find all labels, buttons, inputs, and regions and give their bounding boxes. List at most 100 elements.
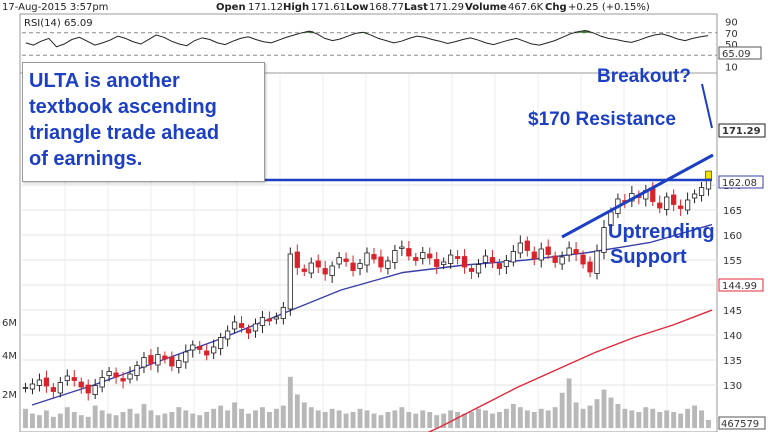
volume-bar xyxy=(85,416,91,428)
candle-body xyxy=(238,323,245,328)
header-low: 168.77 xyxy=(369,2,404,13)
volume-bar xyxy=(413,413,419,428)
candle-body xyxy=(496,263,503,269)
candle-body xyxy=(434,259,440,267)
price-tick-label: 165 xyxy=(723,206,742,217)
volume-tick-4m: 4M xyxy=(2,351,17,362)
candle-body xyxy=(552,255,558,263)
header-volume: 467.6K xyxy=(508,2,544,13)
candle-body xyxy=(566,247,572,256)
candle-body xyxy=(64,375,70,381)
candle-body xyxy=(85,384,91,394)
volume-bar xyxy=(23,408,28,428)
candle-body xyxy=(183,351,189,363)
header-chg-label: Chg xyxy=(545,2,567,13)
volume-bar xyxy=(636,412,642,428)
volume-bar xyxy=(266,412,272,428)
volume-bar xyxy=(559,392,565,428)
uptrend-annotation-line1: Uptrending xyxy=(608,221,715,243)
volume-bar xyxy=(190,413,196,428)
volume-bar xyxy=(629,410,635,428)
volume-bar xyxy=(566,378,572,428)
volume-bar xyxy=(120,412,126,428)
price-tick-label: 130 xyxy=(723,381,742,392)
volume-bar xyxy=(141,404,147,428)
volume-bar xyxy=(448,410,454,428)
volume-bar xyxy=(469,412,474,428)
candle-body xyxy=(399,246,405,249)
volume-bar xyxy=(127,408,133,428)
volume-bar xyxy=(253,410,258,428)
volume-bar xyxy=(385,412,391,428)
candle-body xyxy=(475,264,482,274)
volume-bar xyxy=(510,404,516,428)
volume-bar xyxy=(183,410,189,428)
candle-body xyxy=(413,257,419,261)
candle-body xyxy=(657,202,663,209)
header-high-label: High xyxy=(283,2,309,13)
candle-body xyxy=(594,250,600,274)
quote-header: 17-Aug-2015 3:57pm Open 171.12 High 171.… xyxy=(2,2,650,13)
candle-body xyxy=(231,321,238,330)
header-last-label: Last xyxy=(404,2,428,13)
last-price-label: 171.29 xyxy=(722,126,761,137)
volume-bar xyxy=(496,412,502,428)
volume-bar xyxy=(357,408,363,428)
candle-body xyxy=(691,193,698,199)
candle-body xyxy=(698,187,705,196)
volume-bar xyxy=(99,410,105,428)
candle-body xyxy=(378,256,384,268)
candle-body xyxy=(169,356,175,367)
volume-bar xyxy=(329,408,335,428)
annotation-callout-box: ULTA is another textbook ascending trian… xyxy=(22,62,265,182)
candle-body xyxy=(489,257,496,263)
breakout-annotation: Breakout? xyxy=(597,66,691,87)
candle-body xyxy=(580,254,586,265)
rsi-tick-label: 70 xyxy=(725,29,738,40)
support-trendline xyxy=(561,153,714,239)
candle-body xyxy=(36,379,43,386)
volume-bar xyxy=(378,415,384,428)
volume-bar xyxy=(162,413,168,428)
volume-bar xyxy=(315,410,321,428)
candle-body xyxy=(559,256,565,265)
volume-bar xyxy=(664,410,670,428)
volume-bar xyxy=(392,410,398,428)
price-candles xyxy=(22,170,712,401)
volume-bar xyxy=(420,410,426,428)
candle-body xyxy=(134,365,140,376)
volume-bar xyxy=(622,408,628,428)
volume-bar xyxy=(232,402,238,428)
candle-body xyxy=(71,377,77,381)
volume-bar xyxy=(294,394,300,428)
candle-body xyxy=(176,360,182,368)
header-chg: +0.25 (+0.15%) xyxy=(568,2,650,13)
candle-body xyxy=(357,263,363,269)
rsi-value-tag xyxy=(718,46,762,60)
candle-body xyxy=(99,377,105,388)
candle-body xyxy=(664,196,670,210)
candle-body xyxy=(441,261,447,265)
volume-bar xyxy=(503,408,509,428)
candle-body xyxy=(218,337,224,349)
header-low-label: Low xyxy=(346,2,368,13)
candle-body xyxy=(204,350,210,356)
candle-body xyxy=(43,377,50,387)
short-ma-label: 162.08 xyxy=(722,178,757,189)
candle-body xyxy=(155,354,161,366)
candle-body xyxy=(78,381,84,388)
breakout-arrow xyxy=(701,83,713,129)
volume-bar xyxy=(246,413,251,428)
candle-body xyxy=(162,355,168,360)
volume-bar xyxy=(699,410,704,428)
volume-bar xyxy=(322,412,328,428)
volume-bar xyxy=(287,376,293,428)
candle-body xyxy=(510,251,516,263)
candle-body xyxy=(461,256,468,268)
volume-bar xyxy=(399,407,405,428)
volume-bar xyxy=(524,410,530,428)
volume-bar xyxy=(552,407,558,428)
candle-body xyxy=(287,253,293,310)
volume-bar xyxy=(483,410,488,428)
candle-body xyxy=(427,253,433,259)
